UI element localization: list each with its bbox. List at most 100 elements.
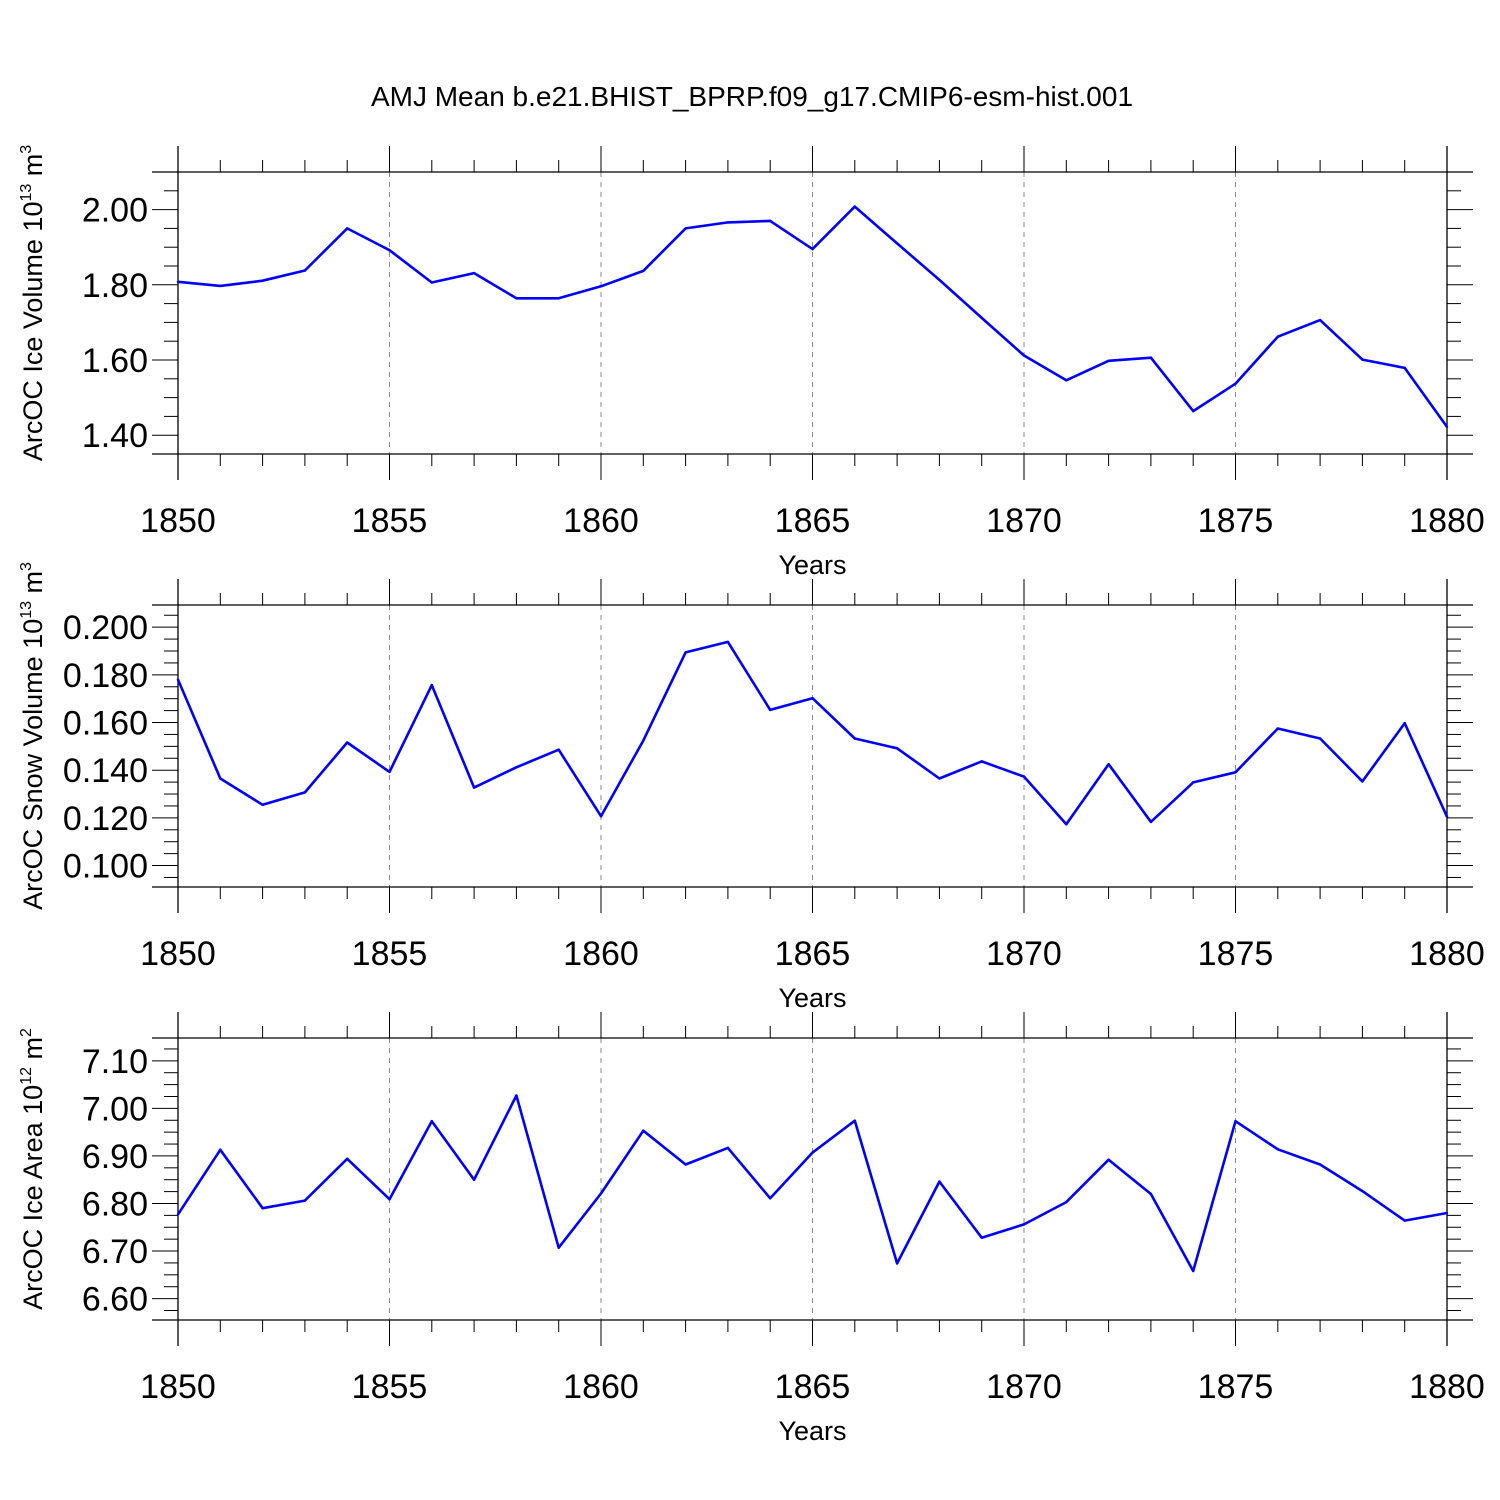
data-point [1065, 379, 1068, 382]
y-tick-label: 7.00 [82, 1090, 148, 1128]
data-point [684, 651, 687, 654]
y-tick-label: 7.10 [82, 1043, 148, 1081]
data-point [642, 739, 645, 742]
data-point [895, 1262, 899, 1265]
data-point [1276, 335, 1280, 338]
data-point [1361, 1189, 1364, 1193]
data-point [980, 760, 983, 763]
data-point [938, 777, 941, 780]
data-point [176, 678, 180, 681]
data-point [853, 1119, 856, 1122]
data-point [642, 269, 645, 273]
y-tick-label: 0.140 [63, 752, 148, 790]
data-point [1276, 1148, 1280, 1151]
data-point [1107, 1158, 1110, 1161]
chart-panel-1: 1.40 1.60 1.80 2.00 1850 1855 1860 1865 1870 1875… [18, 145, 1485, 580]
data-point [599, 1192, 603, 1195]
x-tick-label: 1865 [775, 502, 851, 540]
data-point [261, 279, 264, 282]
data-point [472, 1178, 476, 1181]
y-tick-label: 0.180 [63, 657, 148, 695]
y-axis-title-text: ArcOC Ice Volume 10 [18, 202, 48, 462]
y-tick-label: 1.40 [82, 417, 148, 455]
data-point [811, 247, 814, 251]
data-point [346, 227, 349, 230]
x-tick-label: 1855 [352, 935, 428, 973]
y-tick-label: 0.200 [63, 609, 148, 647]
data-point [1192, 781, 1195, 784]
x-tick-label: 1875 [1198, 502, 1274, 540]
data-point [1065, 823, 1068, 826]
y-axis-title-text: ArcOC Ice Area 10 [18, 1085, 48, 1310]
data-point [388, 770, 391, 774]
data-point [1022, 1223, 1026, 1226]
data-point [895, 747, 899, 750]
data-point [515, 766, 518, 769]
data-point [1107, 763, 1110, 766]
data-point [853, 205, 856, 208]
chart-panel-2: 0.100 0.120 0.140 0.160 0.180 0.200 1850 1855 18… [18, 562, 1485, 1013]
data-point [430, 281, 433, 284]
data-point [769, 708, 772, 712]
data-point [1022, 775, 1026, 778]
x-tick-label: 1880 [1409, 502, 1485, 540]
y-tick-label: 6.70 [82, 1233, 148, 1271]
x-tick-label: 1855 [352, 1368, 428, 1406]
x-tick-label: 1855 [352, 502, 428, 540]
data-point [726, 221, 730, 224]
data-point [1403, 1219, 1406, 1222]
data-point [980, 1236, 983, 1239]
y-axis-title-exponent: 13 [18, 184, 35, 202]
data-point [1192, 1269, 1195, 1273]
data-point [557, 1246, 560, 1249]
data-point [1361, 780, 1364, 783]
x-tick-label: 1860 [563, 502, 639, 540]
x-tick-label: 1860 [563, 1368, 639, 1406]
data-point [853, 737, 856, 740]
data-point [1149, 1192, 1153, 1196]
data-point [219, 777, 222, 780]
data-point [938, 1180, 941, 1183]
y-tick-label: 6.90 [82, 1138, 148, 1176]
data-point [515, 1094, 518, 1097]
data-point [557, 748, 560, 751]
data-point [1149, 356, 1153, 359]
x-tick-label: 1875 [1198, 1368, 1274, 1406]
x-tick-label: 1850 [140, 502, 216, 540]
x-tick-label: 1860 [563, 935, 639, 973]
data-point [219, 284, 222, 288]
y-axis-title-unit-exponent: 2 [18, 1028, 35, 1037]
data-point [980, 316, 983, 320]
data-point [1445, 815, 1449, 818]
data-point [599, 285, 603, 288]
data-point [1445, 425, 1449, 429]
data-point [811, 697, 814, 700]
x-tick-label: 1865 [775, 1368, 851, 1406]
data-point [1192, 409, 1195, 413]
data-point [176, 280, 180, 283]
data-point [1149, 820, 1153, 824]
data-point [176, 1213, 180, 1216]
data-point [1445, 1211, 1449, 1215]
data-point [642, 1129, 645, 1132]
y-tick-label: 0.100 [63, 848, 148, 886]
y-axis-title-unit: m [18, 1037, 48, 1067]
x-tick-label: 1870 [986, 1368, 1062, 1406]
data-point [346, 741, 349, 744]
data-point [1403, 722, 1406, 725]
y-axis-title-unit-exponent: 3 [18, 145, 35, 154]
y-tick-label: 1.60 [82, 342, 148, 380]
data-point [1318, 318, 1322, 322]
data-point [1022, 354, 1026, 357]
x-axis-title: Years [778, 1416, 846, 1446]
y-axis-title-exponent: 13 [18, 601, 35, 619]
y-tick-label: 0.160 [63, 705, 148, 743]
y-axis-title: ArcOC Ice Area 1012 m2 [18, 1028, 48, 1310]
x-axis-title: Years [778, 550, 846, 580]
data-point [303, 269, 307, 272]
data-point [515, 297, 518, 300]
data-point [261, 1207, 264, 1210]
data-point [430, 1120, 433, 1123]
data-point [388, 249, 391, 252]
